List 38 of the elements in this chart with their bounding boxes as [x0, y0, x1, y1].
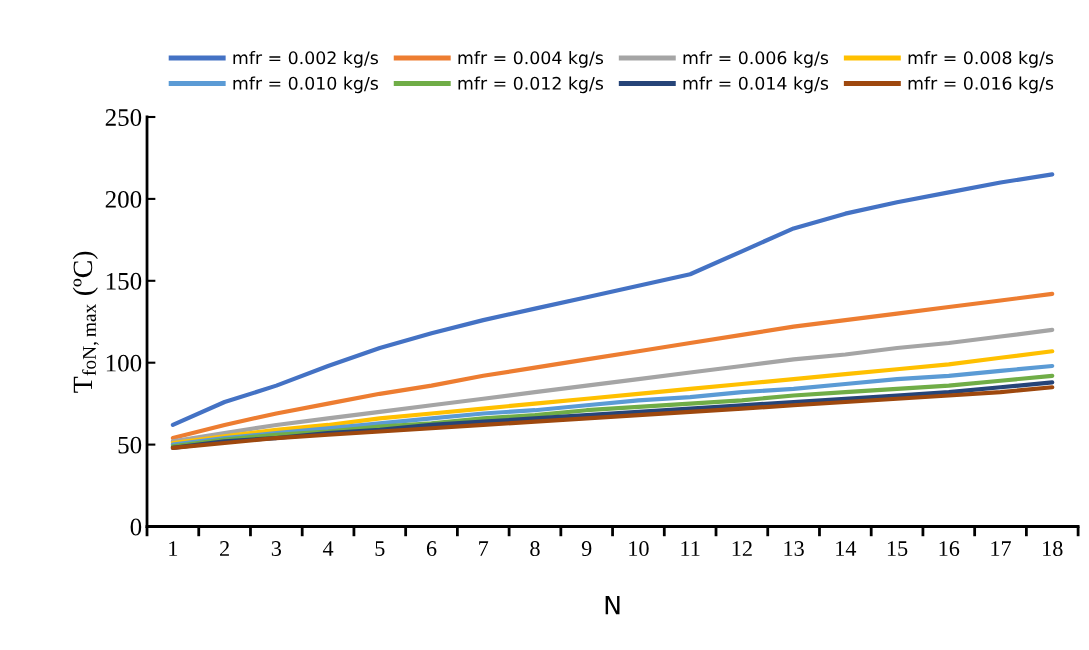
x-axis-title: N: [605, 596, 620, 615]
legend-label: mfr = 0.016 kg/s: [908, 76, 1054, 94]
x-tick-label: 2: [220, 541, 229, 556]
line-series: [170, 172, 1055, 428]
x-tick-label: 9: [581, 541, 592, 557]
x-tick-label: 10: [629, 541, 649, 557]
legend-label: mfr = 0.002 kg/s: [233, 50, 378, 68]
y-tick-label: 50: [118, 436, 142, 454]
legend-label: mfr = 0.010 kg/s: [233, 76, 378, 94]
x-tick-label: 17: [991, 541, 1011, 556]
y-tick-label: 200: [105, 190, 142, 208]
x-tick-label: 12: [732, 541, 752, 556]
y-tick-label: 100: [106, 354, 142, 372]
x-tick-label: 3: [271, 541, 282, 557]
x-tick-label: 7: [479, 541, 489, 556]
x-tick-label: 15: [887, 541, 908, 557]
legend-label: mfr = 0.008 kg/s: [908, 50, 1054, 68]
legend-label: mfr = 0.004 kg/s: [458, 50, 604, 68]
x-tick-label: 6: [426, 541, 437, 557]
x-tick-label: 8: [530, 541, 540, 557]
legend-label: mfr = 0.014 kg/s: [683, 76, 829, 94]
x-tick-label: 14: [836, 541, 857, 556]
x-tick-label: 1: [169, 541, 178, 556]
legend-label: mfr = 0.006 kg/s: [683, 50, 829, 68]
x-tick-label: 5: [375, 541, 385, 557]
line-series: [170, 349, 1055, 446]
y-tick-label: 0: [130, 518, 142, 536]
x-tick-label: 4: [322, 541, 334, 556]
y-axis-title: T$_{foN,max}$ (ºC): [72, 251, 99, 393]
x-tick-label: 13: [784, 541, 804, 557]
x-tick-label: 11: [681, 541, 700, 556]
x-tick-label: 16: [939, 541, 960, 557]
y-tick-label: 150: [106, 272, 142, 290]
line-series: [170, 291, 1055, 441]
y-tick-label: 250: [105, 109, 142, 126]
line-series: [170, 327, 1055, 444]
legend-label: mfr = 0.012 kg/s: [458, 76, 604, 94]
x-tick-label: 18: [1043, 541, 1063, 557]
